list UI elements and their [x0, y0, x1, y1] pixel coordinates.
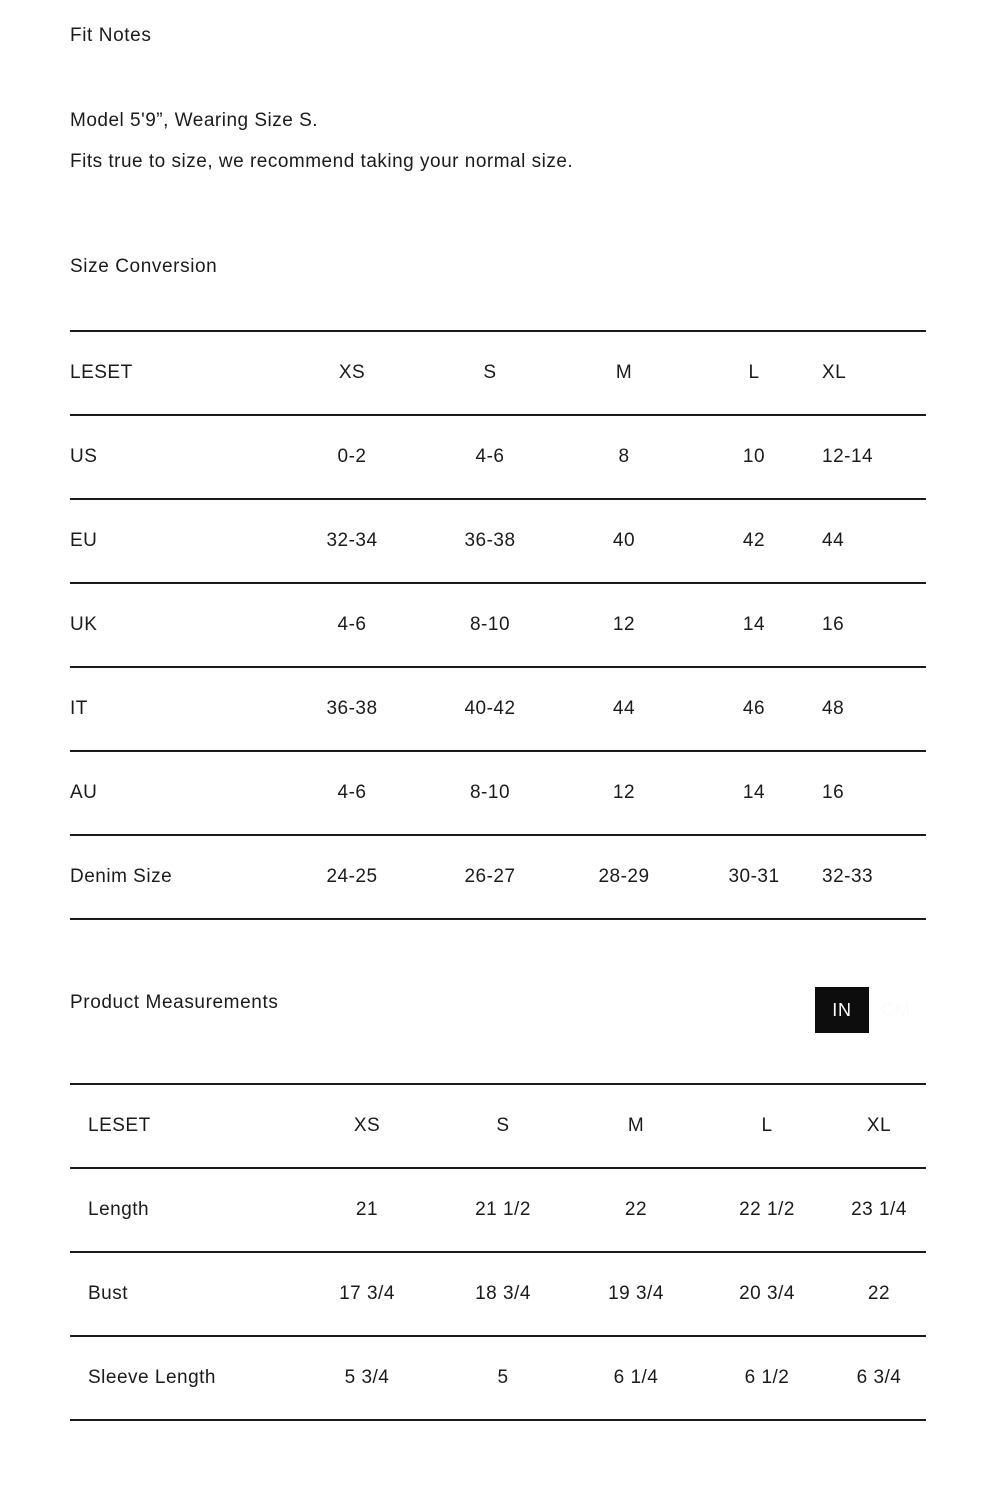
cell-bust-m: 19 3/4 — [570, 1251, 702, 1336]
row-label-length: Length — [70, 1167, 298, 1252]
column-header-l: L — [690, 330, 818, 415]
row-label-au: AU — [70, 750, 282, 835]
table-row: US 0-2 4-6 8 10 12-14 — [70, 414, 926, 499]
cell-denim-xl: 32-33 — [818, 834, 926, 920]
table-row: UK 4-6 8-10 12 14 16 — [70, 582, 926, 667]
cell-eu-m: 40 — [558, 498, 690, 583]
cell-au-s: 8-10 — [422, 750, 558, 835]
table-row: Bust 17 3/4 18 3/4 19 3/4 20 3/4 22 — [70, 1251, 926, 1336]
cell-uk-xl: 16 — [818, 582, 926, 667]
cell-denim-s: 26-27 — [422, 834, 558, 920]
table-header-row: LESET XS S M L XL — [70, 1083, 926, 1168]
table-header-row: LESET XS S M L XL — [70, 330, 926, 415]
product-measurements-table: LESET XS S M L XL Length 21 21 1/2 22 22… — [70, 1083, 926, 1421]
cell-uk-l: 14 — [690, 582, 818, 667]
cell-au-l: 14 — [690, 750, 818, 835]
cell-uk-xs: 4-6 — [282, 582, 422, 667]
cell-it-m: 44 — [558, 666, 690, 751]
column-header-brand: LESET — [70, 1083, 298, 1168]
row-label-uk: UK — [70, 582, 282, 667]
cell-us-l: 10 — [690, 414, 818, 499]
product-measurements-heading: Product Measurements — [70, 992, 279, 1013]
size-conversion-heading: Size Conversion — [70, 256, 218, 277]
table-row: Length 21 21 1/2 22 22 1/2 23 1/4 — [70, 1167, 926, 1252]
column-header-xs: XS — [282, 330, 422, 415]
cell-sleeve-xl: 6 3/4 — [832, 1335, 926, 1421]
cell-au-xs: 4-6 — [282, 750, 422, 835]
cell-eu-l: 42 — [690, 498, 818, 583]
cell-length-xs: 21 — [298, 1167, 436, 1252]
row-label-it: IT — [70, 666, 282, 751]
cell-denim-xs: 24-25 — [282, 834, 422, 920]
cell-au-xl: 16 — [818, 750, 926, 835]
column-header-s: S — [436, 1083, 570, 1168]
cell-sleeve-l: 6 1/2 — [702, 1335, 832, 1421]
cell-bust-l: 20 3/4 — [702, 1251, 832, 1336]
row-label-eu: EU — [70, 498, 282, 583]
row-label-sleeve-length: Sleeve Length — [70, 1335, 298, 1421]
column-header-xl: XL — [832, 1083, 926, 1168]
table-row: Sleeve Length 5 3/4 5 6 1/4 6 1/2 6 3/4 — [70, 1335, 926, 1421]
cell-denim-l: 30-31 — [690, 834, 818, 920]
cell-denim-m: 28-29 — [558, 834, 690, 920]
cell-bust-xl: 22 — [832, 1251, 926, 1336]
cell-it-s: 40-42 — [422, 666, 558, 751]
column-header-s: S — [422, 330, 558, 415]
column-header-xl: XL — [818, 330, 926, 415]
unit-toggle-inches[interactable]: IN — [815, 987, 869, 1033]
fit-notes-model-line: Model 5'9”, Wearing Size S. — [70, 110, 319, 131]
unit-toggle-centimeters[interactable]: CM — [869, 987, 923, 1033]
cell-bust-s: 18 3/4 — [436, 1251, 570, 1336]
fit-notes-heading: Fit Notes — [70, 25, 152, 46]
table-row: Denim Size 24-25 26-27 28-29 30-31 32-33 — [70, 834, 926, 920]
cell-sleeve-xs: 5 3/4 — [298, 1335, 436, 1421]
cell-length-l: 22 1/2 — [702, 1167, 832, 1252]
column-header-xs: XS — [298, 1083, 436, 1168]
table-row: EU 32-34 36-38 40 42 44 — [70, 498, 926, 583]
cell-length-xl: 23 1/4 — [832, 1167, 926, 1252]
column-header-l: L — [702, 1083, 832, 1168]
cell-us-m: 8 — [558, 414, 690, 499]
unit-toggle[interactable]: IN CM — [815, 987, 923, 1033]
cell-sleeve-m: 6 1/4 — [570, 1335, 702, 1421]
column-header-m: M — [570, 1083, 702, 1168]
cell-bust-xs: 17 3/4 — [298, 1251, 436, 1336]
cell-us-xs: 0-2 — [282, 414, 422, 499]
cell-it-xl: 48 — [818, 666, 926, 751]
column-header-m: M — [558, 330, 690, 415]
cell-au-m: 12 — [558, 750, 690, 835]
cell-uk-m: 12 — [558, 582, 690, 667]
table-row: AU 4-6 8-10 12 14 16 — [70, 750, 926, 835]
cell-eu-s: 36-38 — [422, 498, 558, 583]
row-label-bust: Bust — [70, 1251, 298, 1336]
cell-us-xl: 12-14 — [818, 414, 926, 499]
cell-sleeve-s: 5 — [436, 1335, 570, 1421]
cell-length-m: 22 — [570, 1167, 702, 1252]
table-row: IT 36-38 40-42 44 46 48 — [70, 666, 926, 751]
column-header-brand: LESET — [70, 330, 282, 415]
row-label-us: US — [70, 414, 282, 499]
fit-notes-sizing-line: Fits true to size, we recommend taking y… — [70, 151, 574, 172]
cell-eu-xs: 32-34 — [282, 498, 422, 583]
cell-it-xs: 36-38 — [282, 666, 422, 751]
cell-it-l: 46 — [690, 666, 818, 751]
cell-length-s: 21 1/2 — [436, 1167, 570, 1252]
cell-eu-xl: 44 — [818, 498, 926, 583]
cell-uk-s: 8-10 — [422, 582, 558, 667]
size-conversion-table: LESET XS S M L XL US 0-2 4-6 8 10 12-14 … — [70, 330, 926, 920]
row-label-denim-size: Denim Size — [70, 834, 282, 920]
cell-us-s: 4-6 — [422, 414, 558, 499]
